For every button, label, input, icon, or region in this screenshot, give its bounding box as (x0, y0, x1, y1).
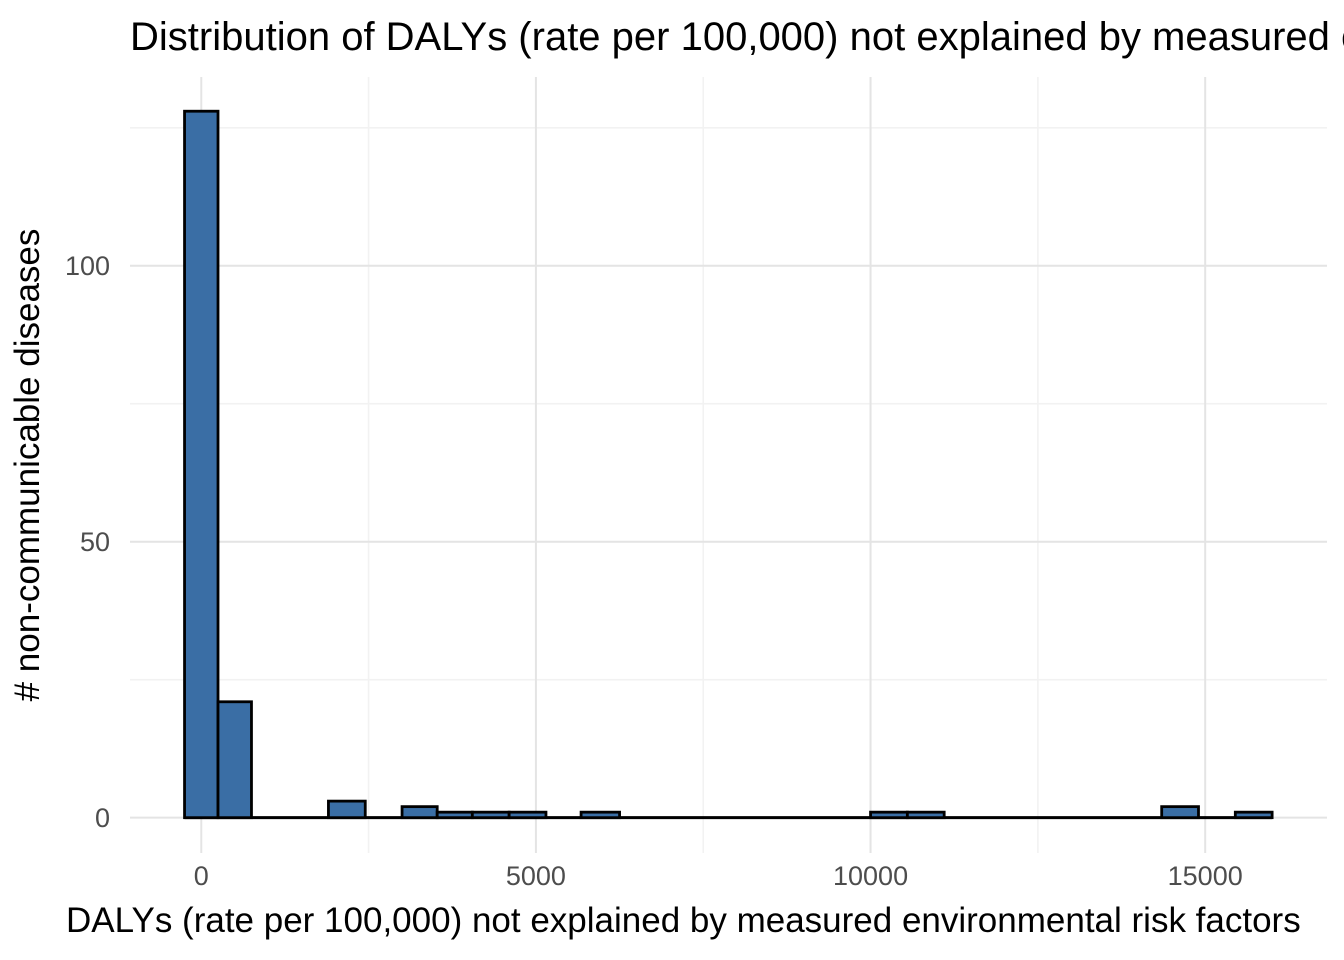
y-tick-label: 50 (79, 526, 110, 557)
histogram-bar (400, 805, 439, 820)
y-tick-label: 0 (94, 802, 110, 833)
histogram-bar (435, 810, 474, 820)
histogram-bar (1160, 805, 1200, 820)
histogram-bar (579, 810, 621, 820)
histogram-bar (183, 109, 220, 820)
histogram-bar (216, 700, 253, 820)
histogram-bar (1233, 810, 1274, 820)
y-tick-label: 100 (64, 250, 110, 281)
x-tick-label: 0 (193, 861, 209, 891)
y-axis-title: # non-communicable diseases (8, 228, 47, 702)
histogram-bar (869, 810, 909, 820)
histogram-bar (507, 810, 548, 820)
x-tick-label: 10000 (833, 861, 909, 891)
x-tick-label: 15000 (1167, 861, 1243, 891)
chart-title: Distribution of DALYs (rate per 100,000)… (130, 15, 1344, 59)
histogram-bar (470, 810, 511, 820)
histogram-bar (905, 810, 946, 820)
x-tick-label: 5000 (505, 861, 566, 891)
x-axis-title: DALYs (rate per 100,000) not explained b… (66, 901, 1301, 940)
histogram-bar (327, 799, 367, 820)
